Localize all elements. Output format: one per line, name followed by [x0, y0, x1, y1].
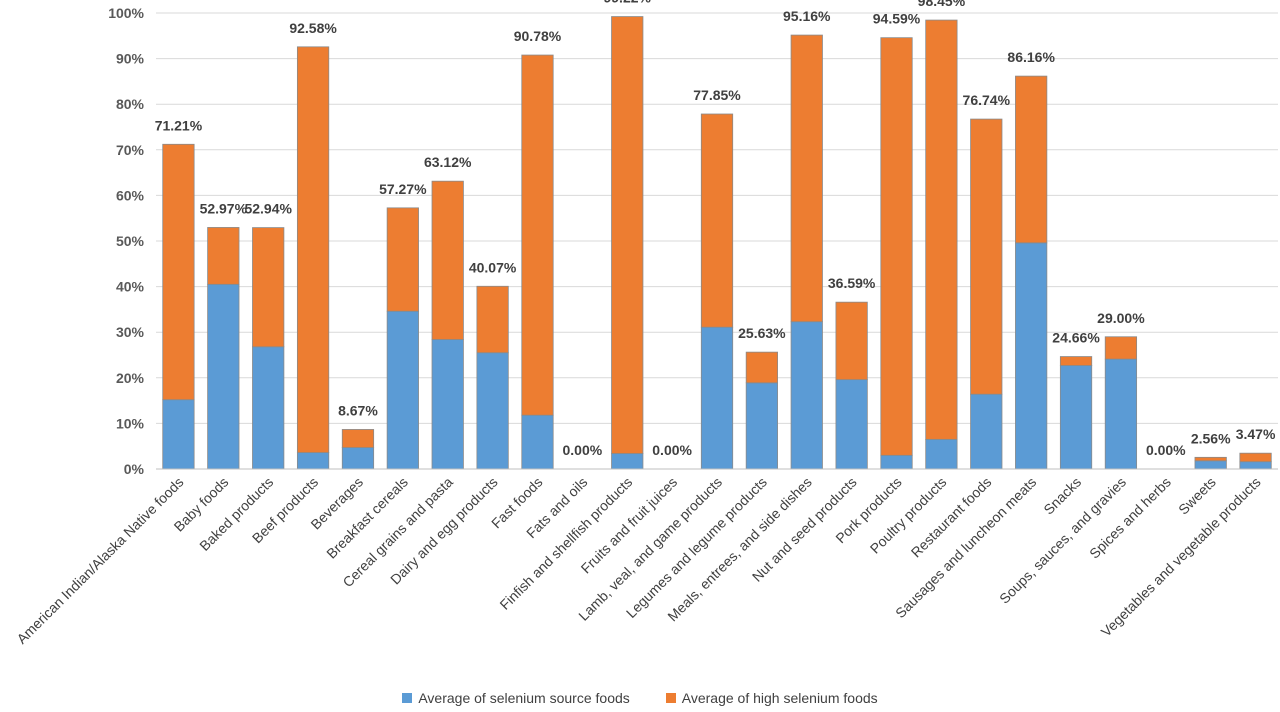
x-category-label: Sweets	[1175, 474, 1219, 518]
bar-segment-series-1	[476, 285, 509, 354]
bar-segment-series-0	[521, 414, 554, 470]
bar-segment-series-1	[431, 180, 464, 340]
x-category-label: Restaurant foods	[908, 474, 995, 561]
x-category-label: Vegetables and vegetable products	[1098, 474, 1264, 640]
bar-segment-series-1	[252, 227, 285, 348]
y-tick-label: 40%	[116, 279, 145, 295]
data-label-total: 0.00%	[652, 442, 692, 458]
data-label-total: 77.85%	[693, 87, 741, 103]
data-label-total: 52.94%	[244, 201, 292, 217]
data-label-total: 25.63%	[738, 325, 786, 341]
x-category-label: Snacks	[1040, 474, 1084, 518]
data-label-total: 92.58%	[289, 20, 337, 36]
bar-segment-series-1	[700, 113, 734, 328]
bar-segment-series-0	[1015, 242, 1048, 470]
bar-segment-series-1	[162, 143, 195, 401]
data-label-total: 63.12%	[424, 154, 472, 170]
bar-segment-series-0	[1194, 460, 1227, 470]
data-label-total: 0.00%	[563, 442, 603, 458]
bar-segment-series-0	[207, 283, 240, 470]
y-tick-label: 80%	[116, 96, 145, 112]
data-label-total: 71.21%	[155, 117, 203, 133]
data-label-total: 52.97%	[200, 200, 248, 216]
data-label-total: 94.59%	[873, 11, 921, 27]
bar-segment-series-1	[790, 34, 823, 323]
y-tick-label: 100%	[108, 5, 144, 21]
data-label-total: 86.16%	[1007, 49, 1055, 65]
bar-segment-series-1	[341, 429, 375, 448]
bar-segment-series-1	[521, 54, 554, 416]
bar-segment-series-0	[1239, 461, 1272, 470]
data-label-total: 76.74%	[963, 92, 1011, 108]
bar-segment-series-0	[880, 454, 913, 470]
legend-swatch-series-0	[402, 693, 413, 703]
y-tick-label: 20%	[116, 370, 145, 386]
bar-segment-series-1	[1239, 452, 1272, 463]
bar-segment-series-1	[1059, 356, 1093, 366]
bar-segment-series-0	[386, 310, 419, 470]
legend-label-series-1: Average of high selenium foods	[681, 690, 878, 706]
bar-segment-series-1	[1015, 75, 1048, 244]
x-category-label: Spices and herbs	[1086, 474, 1174, 562]
bar-segment-series-1	[386, 207, 419, 312]
y-tick-label: 50%	[116, 233, 145, 249]
bar-segment-series-0	[745, 382, 778, 470]
data-label-total: 29.00%	[1097, 310, 1145, 326]
bar-segment-series-1	[970, 118, 1003, 395]
x-category-label: Poultry products	[867, 474, 950, 557]
bar-segment-series-0	[611, 453, 644, 470]
data-label-total: 98.45%	[918, 0, 966, 9]
bar-segment-series-0	[970, 393, 1003, 470]
y-tick-label: 0%	[124, 461, 145, 477]
y-tick-label: 90%	[116, 51, 145, 67]
legend: Average of selenium source foods Average…	[0, 690, 1280, 706]
x-category-label: Breakfast cereals	[323, 474, 411, 562]
data-label-total: 90.78%	[514, 28, 562, 44]
bar-segment-series-1	[745, 351, 778, 384]
bar-segment-series-0	[476, 352, 509, 470]
x-category-label: American Indian/Alaska Native foods	[13, 474, 186, 647]
data-label-total: 0.00%	[1146, 442, 1186, 458]
bar-segment-series-1	[1104, 336, 1138, 360]
data-label-total: 24.66%	[1052, 330, 1100, 346]
bar-segment-series-0	[835, 379, 868, 470]
bar-segment-series-0	[341, 447, 375, 470]
bar-segment-series-0	[1059, 365, 1093, 470]
data-label-total: 57.27%	[379, 181, 427, 197]
bar-segment-series-0	[1104, 358, 1138, 470]
bar-segment-series-1	[611, 16, 644, 454]
bar-segment-series-0	[162, 399, 195, 470]
y-tick-label: 60%	[116, 187, 145, 203]
y-tick-label: 10%	[116, 415, 145, 431]
y-tick-label: 30%	[116, 324, 145, 340]
bar-segment-series-0	[296, 452, 330, 470]
bar-segment-series-0	[700, 326, 734, 470]
data-label-total: 3.47%	[1236, 426, 1276, 442]
legend-item-series-1: Average of high selenium foods	[665, 690, 878, 706]
legend-label-series-0: Average of selenium source foods	[418, 690, 630, 706]
data-label-total: 40.07%	[469, 259, 517, 275]
data-label-total: 99.22%	[603, 0, 651, 6]
bar-segment-series-1	[880, 37, 913, 456]
bar-segment-series-1	[207, 227, 240, 285]
bar-segment-series-0	[790, 321, 823, 470]
legend-item-series-0: Average of selenium source foods	[402, 690, 630, 706]
bar-segment-series-0	[431, 339, 464, 470]
data-label-total: 36.59%	[828, 275, 876, 291]
stacked-bar-chart: 0% 10% 20% 30% 40% 50% 60% 70% 80% 90% 100% 71.21% A…	[13, 0, 1278, 647]
y-tick-label: 70%	[116, 142, 145, 158]
data-label-total: 95.16%	[783, 8, 831, 24]
bar-segment-series-1	[1194, 456, 1227, 462]
bar-segment-series-1	[835, 301, 868, 381]
bar-segment-series-0	[252, 346, 285, 470]
data-label-total: 2.56%	[1191, 430, 1231, 446]
data-label-total: 8.67%	[338, 402, 378, 418]
legend-swatch-series-1	[665, 693, 676, 703]
bar-segment-series-1	[296, 46, 330, 453]
bar-segment-series-0	[925, 438, 958, 470]
bar-segment-series-1	[925, 19, 958, 440]
